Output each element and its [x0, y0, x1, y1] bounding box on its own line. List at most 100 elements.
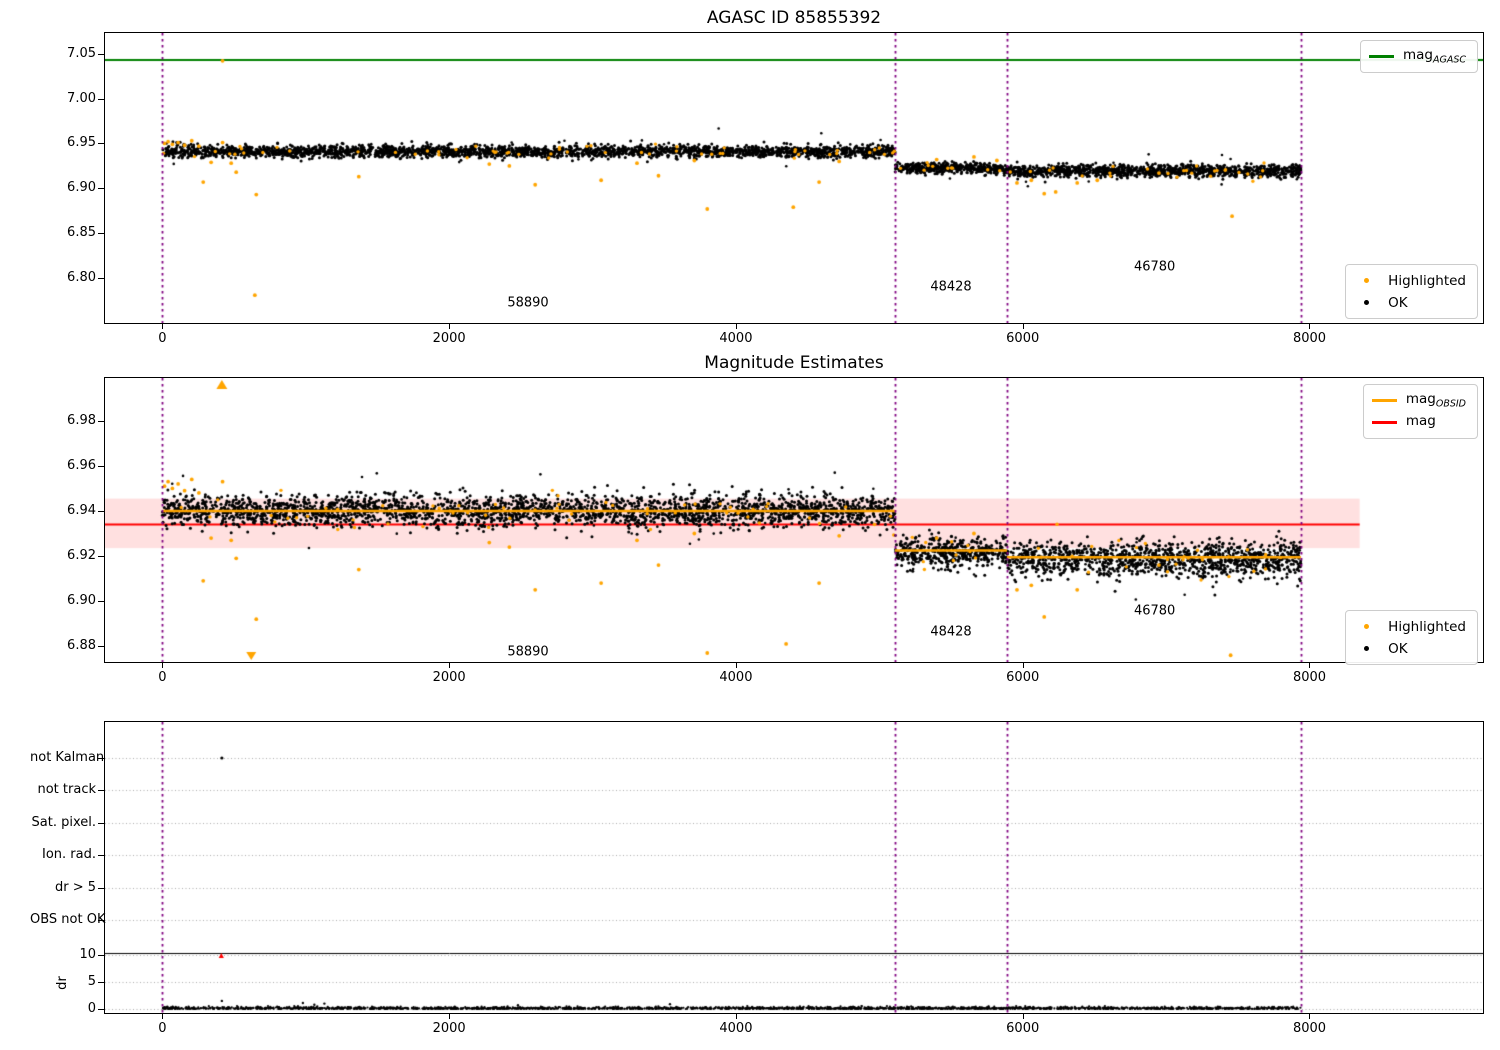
x-tick-mark [1309, 1014, 1311, 1019]
x-tick-label: 8000 [1292, 1021, 1327, 1036]
legend-item-ok: OK [1354, 293, 1466, 312]
top-plot-title: AGASC ID 85855392 [706, 8, 882, 28]
middle-plot-title: Magnitude Estimates [704, 353, 884, 373]
x-tick-label: 0 [158, 670, 167, 685]
x-tick-mark [735, 1014, 737, 1019]
x-tick-label: 8000 [1292, 331, 1327, 346]
x-tick-mark [735, 663, 737, 668]
legend-item-mag-agasc: magAGASC [1368, 47, 1466, 66]
x-tick-label: 0 [158, 331, 167, 346]
legend-top-points: Highlighted OK [1345, 264, 1478, 319]
obsid-annotation: 46780 [1133, 259, 1176, 275]
legend-item-mag: mag [1371, 413, 1466, 432]
y-tick-mark [98, 601, 104, 603]
x-tick-mark [1022, 663, 1024, 668]
legend-mag-agasc: magAGASC [1359, 40, 1478, 73]
flag-category-label: not track [37, 782, 96, 798]
legend-label: OK [1388, 640, 1408, 657]
obsid-annotation: 46780 [1133, 603, 1176, 619]
x-tick-label: 6000 [1006, 331, 1040, 346]
legend-label: Highlighted [1388, 272, 1466, 289]
y-tick-mark [98, 822, 104, 824]
y-tick-mark [98, 887, 104, 889]
y-tick-mark [98, 188, 104, 190]
legend-item-ok: OK [1354, 639, 1466, 658]
mag-line-swatch [1371, 421, 1397, 424]
x-tick-label: 4000 [719, 670, 753, 685]
y-tick-label: 6.92 [67, 548, 96, 564]
flag-category-label: OBS not OK [30, 912, 106, 927]
legend-label: OK [1388, 294, 1408, 311]
y-tick-label: 7.00 [67, 90, 96, 106]
y-tick-label: 6.90 [67, 180, 96, 196]
x-tick-mark [1022, 1014, 1024, 1019]
y-tick-mark [98, 233, 104, 235]
x-tick-mark [1309, 663, 1311, 668]
legend-label: magAGASC [1402, 47, 1466, 66]
x-tick-label: 2000 [432, 331, 466, 346]
obsid-annotation: 48428 [930, 279, 972, 295]
bottom-plot-canvas [105, 722, 1483, 1013]
y-tick-mark [98, 556, 104, 558]
ok-dot-swatch [1354, 646, 1379, 651]
x-tick-label: 2000 [432, 1021, 466, 1036]
obsid-annotation: 58890 [507, 644, 549, 660]
x-tick-label: 8000 [1292, 670, 1327, 685]
x-tick-label: 0 [158, 1021, 167, 1036]
y-tick-mark [98, 955, 104, 956]
y-tick-mark [98, 855, 104, 857]
y-tick-label: 6.85 [67, 225, 96, 241]
bottom-plot-panel [104, 721, 1484, 1014]
legend-item-highlighted: Highlighted [1354, 271, 1466, 290]
y-tick-mark [98, 510, 104, 512]
y-tick-label: 6.95 [67, 135, 96, 151]
y-tick-mark [98, 53, 104, 55]
flag-category-label: Sat. pixel. [31, 814, 96, 830]
y-tick-mark [98, 98, 104, 100]
y-tick-mark [98, 420, 104, 422]
mag-obsid-line-swatch [1371, 399, 1397, 402]
highlighted-dot-swatch [1354, 278, 1379, 283]
x-tick-mark [162, 1014, 164, 1019]
y-tick-label: 7.05 [67, 45, 96, 61]
y-tick-label: 6.80 [67, 270, 96, 286]
highlighted-dot-swatch [1354, 624, 1379, 629]
dr-tick-label: 10 [79, 947, 96, 962]
x-tick-mark [162, 324, 164, 329]
y-tick-mark [98, 1009, 104, 1010]
legend-mag-lines: magOBSID mag [1362, 384, 1478, 439]
x-tick-label: 2000 [432, 670, 466, 685]
flag-category-label: dr > 5 [54, 879, 96, 895]
x-tick-mark [449, 663, 451, 668]
y-tick-mark [98, 278, 104, 280]
mag-agasc-line-swatch [1368, 55, 1394, 58]
y-tick-label: 6.90 [67, 593, 96, 609]
x-tick-mark [1022, 324, 1024, 329]
x-tick-mark [735, 324, 737, 329]
dr-tick-label: 0 [87, 1001, 96, 1016]
legend-label: mag [1405, 413, 1436, 430]
flag-category-label: Ion. rad. [42, 847, 96, 863]
x-tick-mark [449, 1014, 451, 1019]
y-tick-mark [98, 982, 104, 983]
ok-dot-swatch [1354, 300, 1379, 305]
x-tick-mark [449, 324, 451, 329]
y-tick-mark [98, 920, 104, 921]
legend-label: Highlighted [1388, 618, 1466, 635]
middle-plot-canvas [105, 378, 1483, 662]
y-tick-label: 6.88 [67, 638, 96, 654]
legend-item-mag-obsid: magOBSID [1371, 391, 1466, 410]
flag-category-label: not Kalman [30, 750, 105, 765]
y-tick-mark [98, 758, 104, 759]
obsid-annotation: 58890 [507, 295, 549, 311]
middle-plot-panel [104, 377, 1484, 663]
y-tick-label: 6.94 [67, 502, 96, 518]
dr-tick-label: 5 [87, 974, 96, 989]
y-tick-mark [98, 790, 104, 792]
x-tick-label: 6000 [1006, 670, 1040, 685]
legend-middle-points: Highlighted OK [1345, 610, 1478, 665]
x-tick-mark [162, 663, 164, 668]
y-tick-label: 6.96 [67, 457, 96, 473]
x-tick-label: 4000 [719, 1021, 753, 1036]
